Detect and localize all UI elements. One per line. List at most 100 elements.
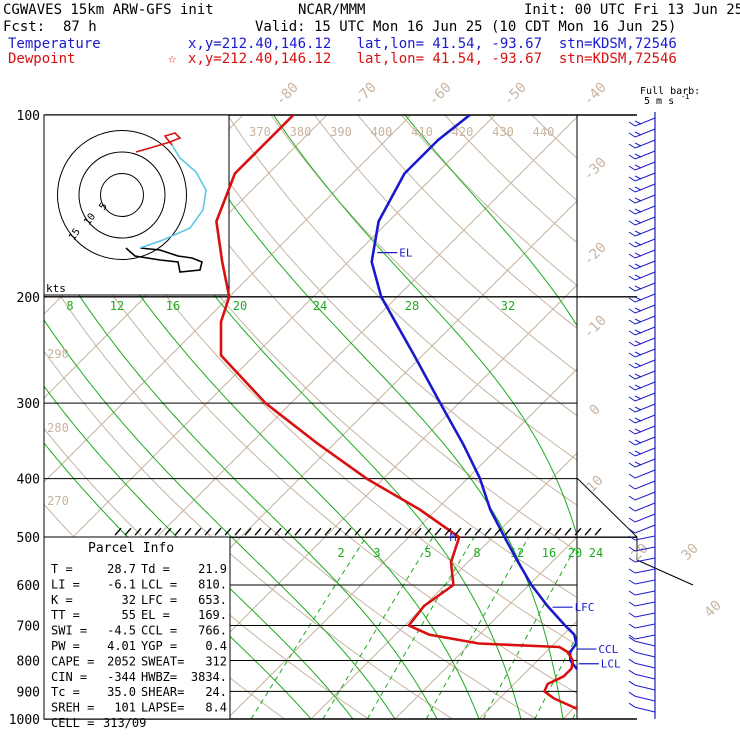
wind-barb-flag [628, 286, 636, 292]
wind-barb-shaft [634, 673, 656, 680]
freezing-hatch [464, 527, 472, 536]
isotherm-line [44, 115, 496, 567]
wind-barb-flag [628, 451, 636, 457]
parcel-value: 3834. [191, 670, 227, 684]
wind-barb-flag [628, 702, 636, 708]
freezing-hatch [384, 527, 392, 536]
marker-label-lcl: LCL [601, 658, 621, 671]
wind-barb-flag [628, 231, 636, 237]
freezing-hatch [364, 527, 372, 536]
wind-barb [628, 436, 656, 446]
wind-barb-flag [628, 484, 636, 490]
freezing-hatch [254, 527, 262, 536]
wind-barb-flag [628, 462, 636, 468]
isotherm-label: -10 [581, 313, 610, 342]
wind-barb-flag [628, 341, 636, 347]
theta-label: 390 [330, 125, 352, 139]
theta-label: 270 [47, 494, 69, 508]
freezing-hatch [234, 527, 242, 536]
wind-barb-flag [628, 396, 636, 402]
wind-barb [628, 623, 656, 629]
freezing-hatch [474, 527, 482, 536]
wind-barb [628, 568, 656, 574]
wind-barb-flag [628, 636, 636, 642]
wind-barb [628, 636, 656, 647]
hodograph-ring-label: 5 [97, 201, 109, 212]
theta-label: 290 [47, 347, 69, 361]
wind-barb-shaft [634, 447, 656, 457]
mixing-ratio-label: 5 [424, 546, 431, 560]
theta-label: 420 [452, 125, 474, 139]
wind-barb-flag [628, 495, 636, 501]
wind-barb [628, 546, 656, 552]
dry-adiabat [96, 115, 577, 599]
wind-barb-shaft [634, 662, 656, 669]
isotherm-line [562, 704, 577, 719]
wind-barb-flag [628, 528, 636, 534]
wind-barb [628, 172, 656, 182]
wind-barb-flag [634, 274, 642, 279]
freezing-hatch [434, 527, 442, 536]
freezing-hatch [414, 527, 422, 536]
parcel-key: CAPE = [51, 654, 94, 668]
isotherm-line [142, 284, 577, 719]
mixing-ratio-label: 2 [337, 546, 344, 560]
freezing-hatch [264, 527, 272, 536]
wind-barb-shaft [634, 271, 656, 281]
wind-barb [628, 590, 656, 596]
wind-barb-shaft [634, 381, 656, 391]
wind-barb-flag [634, 428, 642, 433]
freezing-hatch [194, 527, 202, 536]
freezing-hatch [284, 527, 292, 536]
isotherm-label: -70 [351, 80, 380, 109]
wind-barb [628, 392, 656, 402]
wind-barb-flag [634, 296, 642, 301]
parcel-key: LCL = [141, 577, 177, 591]
wind-barb [628, 634, 656, 640]
wind-barb-shaft [634, 612, 656, 618]
isotherm-label: -60 [426, 80, 455, 109]
freezing-hatch [484, 527, 492, 536]
wind-barb-flag [634, 439, 642, 444]
wind-barb-flag [628, 647, 636, 653]
parcel-value: 24. [205, 685, 227, 699]
mixing-ratio-line [534, 634, 577, 719]
hodograph-trace-segment [135, 132, 182, 153]
wind-barb-flag [628, 557, 636, 563]
wind-barb-shaft [634, 216, 656, 226]
parcel-value: 8.4 [205, 701, 227, 715]
dry-adiabat [575, 115, 577, 118]
parcel-value: -6.1 [107, 577, 136, 591]
parcel-value: 32 [122, 593, 136, 607]
wind-barb-shaft [634, 128, 656, 138]
wind-barb-shaft [634, 194, 656, 204]
parcel-key: SWEAT= [141, 654, 184, 668]
wind-barb [628, 579, 656, 585]
wind-barb-shaft [634, 601, 656, 607]
pressure-label-700: 700 [17, 619, 40, 634]
wind-barb-flag [634, 131, 642, 136]
wind-barb-shaft [634, 414, 656, 424]
mixing-ratio-line [322, 536, 434, 719]
wind-barb-flag [628, 154, 636, 160]
mixing-ratio-line [572, 708, 577, 719]
marker-label-lfc: LFC [575, 601, 595, 614]
freezing-hatch [114, 527, 122, 536]
wind-barb-flag [634, 461, 642, 466]
wind-barb-flag [628, 264, 636, 270]
dry-adiabat [44, 350, 453, 719]
parcel-key: CIN = [51, 670, 87, 684]
dry-adiabat [226, 115, 577, 461]
level-markers: LFC CCL LCL EL M [114, 247, 621, 671]
mixing-ratio-label: 3 [373, 546, 380, 560]
wind-barb-shaft [634, 590, 656, 596]
wind-barb-shaft [634, 480, 656, 490]
theta-label: 400 [371, 125, 393, 139]
wind-barb-shaft [634, 392, 656, 402]
wind-barb [628, 535, 656, 541]
wind-barb-flag [628, 658, 636, 664]
wind-barb-shaft [634, 695, 656, 702]
mixing-ratio-label: 16 [542, 546, 556, 560]
wind-barb-flag [628, 374, 636, 380]
